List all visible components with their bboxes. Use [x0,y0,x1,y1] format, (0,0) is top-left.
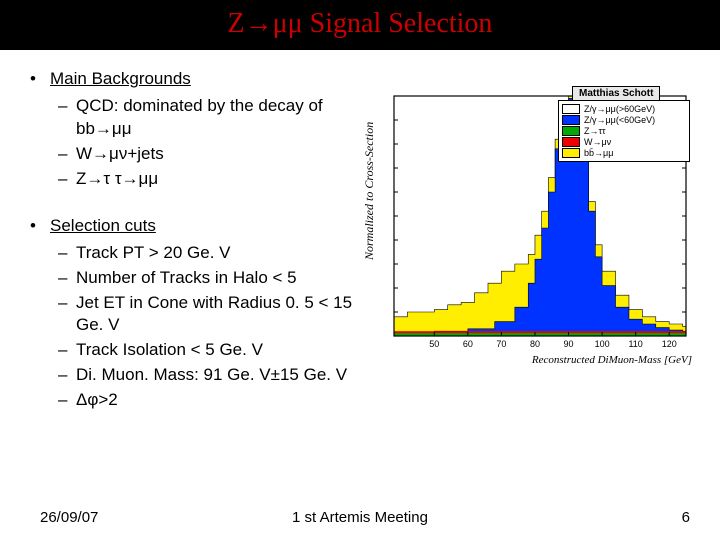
right-column: Normalized to Cross-Section 506070809010… [366,68,696,414]
chart-xlabel: Reconstructed DiMuon-Mass [GeV] [532,354,692,366]
svg-text:60: 60 [463,339,473,349]
legend-label: Z/γ→μμ(>60GeV) [584,104,655,114]
svg-text:50: 50 [429,339,439,349]
bg-item: QCD: dominated by the decay of bb→μμ [24,95,366,141]
legend-row: Z→ττ [562,126,686,136]
selection-heading: Selection cuts [24,215,366,238]
sel-item: Di. Muon. Mass: 91 Ge. V±15 Ge. V [24,364,366,387]
legend-label: Z/γ→μμ(<60GeV) [584,115,655,125]
legend-row: Z/γ→μμ(<60GeV) [562,115,686,125]
svg-text:110: 110 [628,339,642,349]
legend-label: W→μν [584,137,611,147]
svg-text:90: 90 [564,339,574,349]
title-bar: Z→μμ Signal Selection [0,0,720,50]
legend-row: Z/γ→μμ(>60GeV) [562,104,686,114]
svg-text:100: 100 [595,339,610,349]
legend-row: bb̄→μμ [562,148,686,158]
sel-item: Track Isolation < 5 Ge. V [24,339,366,362]
content-area: Main Backgrounds QCD: dominated by the d… [0,50,720,414]
svg-text:120: 120 [662,339,677,349]
legend-header: Matthias Schott [572,86,660,101]
legend-row: W→μν [562,137,686,147]
chart-ylabel: Normalized to Cross-Section [362,122,377,260]
sel-item: Δφ>2 [24,389,366,412]
footer-date: 26/09/07 [40,509,98,526]
selection-list: Selection cuts Track PT > 20 Ge. V Numbe… [24,215,366,413]
bg-item: Z→τ τ→μμ [24,168,366,191]
footer-page-number: 6 [682,509,690,526]
footer-meeting: 1 st Artemis Meeting [0,509,720,526]
backgrounds-heading: Main Backgrounds [24,68,366,91]
slide-footer: 26/09/07 1 st Artemis Meeting 6 [0,509,720,526]
legend-swatch [562,137,580,147]
mass-histogram-chart: Normalized to Cross-Section 506070809010… [366,88,696,368]
legend-swatch [562,104,580,114]
chart-legend: Z/γ→μμ(>60GeV)Z/γ→μμ(<60GeV)Z→ττW→μνbb̄→… [558,100,690,162]
legend-label: bb̄→μμ [584,148,613,158]
svg-text:70: 70 [496,339,506,349]
legend-label: Z→ττ [584,126,606,136]
sel-item: Number of Tracks in Halo < 5 [24,267,366,290]
legend-swatch [562,115,580,125]
bg-item: W→μν+jets [24,143,366,166]
legend-swatch [562,148,580,158]
backgrounds-list: Main Backgrounds QCD: dominated by the d… [24,68,366,191]
sel-item: Jet ET in Cone with Radius 0. 5 < 15 Ge.… [24,292,366,338]
sel-item: Track PT > 20 Ge. V [24,242,366,265]
legend-swatch [562,126,580,136]
svg-text:80: 80 [530,339,540,349]
slide-title: Z→μμ Signal Selection [0,8,720,40]
left-column: Main Backgrounds QCD: dominated by the d… [24,68,366,414]
